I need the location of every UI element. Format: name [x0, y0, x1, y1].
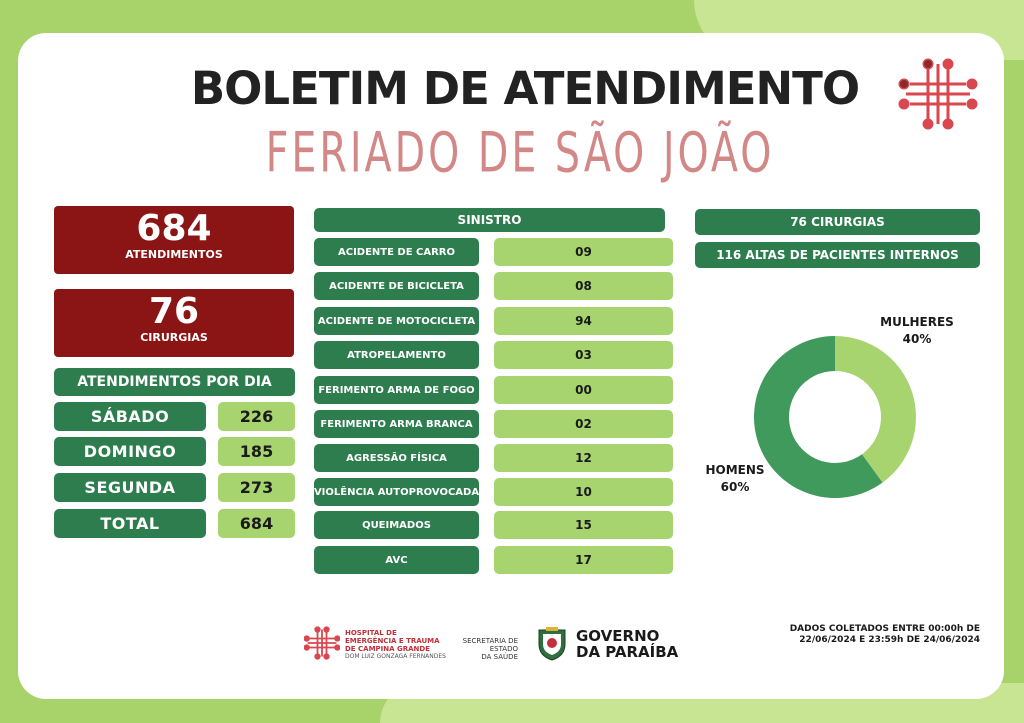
- donut-label-women: MULHERES 40%: [872, 314, 962, 348]
- atendimentos-number: 684: [136, 208, 212, 249]
- sinistro-title: SINISTRO: [314, 208, 665, 232]
- hospital-name: HOSPITAL DE EMERGÊNCIA E TRAUMA DE CAMPI…: [345, 629, 446, 661]
- data-collection-note: DADOS COLETADOS ENTRE 00:00h DE 22/06/20…: [770, 624, 980, 646]
- governo-line: DA PARAÍBA: [576, 643, 679, 661]
- sinistro-label: ACIDENTE DE CARRO: [314, 238, 479, 266]
- donut-segment-men: [754, 336, 883, 498]
- per-day-label: SEGUNDA: [54, 473, 206, 502]
- sinistro-label: ACIDENTE DE MOTOCICLETA: [314, 307, 479, 335]
- per-day-title: ATENDIMENTOS POR DIA: [54, 368, 295, 396]
- per-day-label: DOMINGO: [54, 437, 206, 466]
- secretaria-line: DA SAÚDE: [481, 653, 518, 661]
- cirurgias-total-card: 76 CIRURGIAS: [54, 289, 294, 357]
- paraiba-shield-icon: [538, 627, 566, 661]
- sinistro-value: 09: [494, 238, 673, 266]
- sinistro-label: FERIMENTO ARMA BRANCA: [314, 410, 479, 438]
- sinistro-label: VIOLÊNCIA AUTOPROVOCADA: [314, 478, 479, 506]
- page-title: BOLETIM DE ATENDIMENTO: [190, 62, 860, 115]
- hospital-cross-icon: [304, 626, 340, 660]
- sinistro-label: ATROPELAMENTO: [314, 341, 479, 369]
- per-day-total-value: 684: [218, 509, 295, 538]
- atendimentos-label: ATENDIMENTOS: [125, 248, 223, 261]
- hospital-line: HOSPITAL DE: [345, 629, 397, 637]
- per-day-label: SÁBADO: [54, 402, 206, 431]
- gender-donut-chart: [754, 336, 916, 498]
- page-subtitle: FERIADO DE SÃO JOÃO: [265, 121, 775, 186]
- per-day-total-label: TOTAL: [54, 509, 206, 538]
- sinistro-value: 03: [494, 341, 673, 369]
- donut-label-men: HOMENS 60%: [695, 462, 775, 496]
- donut-segment-women: [835, 336, 916, 483]
- sinistro-value: 10: [494, 478, 673, 506]
- sinistro-label: FERIMENTO ARMA DE FOGO: [314, 376, 479, 404]
- sinistro-label: QUEIMADOS: [314, 511, 479, 539]
- hospital-line: DOM LUIZ GONZAGA FERNANDES: [345, 653, 446, 660]
- men-label: HOMENS: [705, 463, 765, 477]
- sinistro-value: 15: [494, 511, 673, 539]
- women-percent: 40%: [902, 332, 932, 346]
- hospital-line: DE CAMPINA GRANDE: [345, 645, 431, 653]
- atendimentos-total-card: 684 ATENDIMENTOS: [54, 206, 294, 274]
- dados-line: 22/06/2024 E 23:59h DE 24/06/2024: [799, 635, 980, 645]
- men-percent: 60%: [720, 480, 750, 494]
- dados-line: DADOS COLETADOS ENTRE 00:00h DE: [789, 624, 980, 634]
- governo-line: GOVERNO: [576, 627, 660, 645]
- sinistro-value: 94: [494, 307, 673, 335]
- sinistro-label: AVC: [314, 546, 479, 574]
- hospital-cross-icon: [898, 58, 978, 130]
- sinistro-value: 02: [494, 410, 673, 438]
- sinistro-value: 08: [494, 272, 673, 300]
- sinistro-value: 00: [494, 376, 673, 404]
- sinistro-label: AGRESSÃO FÍSICA: [314, 444, 479, 472]
- governo-text: GOVERNO DA PARAÍBA: [576, 628, 678, 660]
- sinistro-label: ACIDENTE DE BICICLETA: [314, 272, 479, 300]
- sinistro-value: 12: [494, 444, 673, 472]
- per-day-value: 226: [218, 402, 295, 431]
- altas-badge: 116 ALTAS DE PACIENTES INTERNOS: [695, 242, 980, 268]
- hospital-line: EMERGÊNCIA E TRAUMA: [345, 637, 440, 645]
- per-day-value: 273: [218, 473, 295, 502]
- cirurgias-badge: 76 CIRURGIAS: [695, 209, 980, 235]
- sinistro-value: 17: [494, 546, 673, 574]
- women-label: MULHERES: [880, 315, 954, 329]
- cirurgias-number: 76: [148, 291, 200, 332]
- cirurgias-label: CIRURGIAS: [140, 331, 208, 344]
- secretaria-text: SECRETARIA DE ESTADO DA SAÚDE: [452, 637, 518, 661]
- per-day-value: 185: [218, 437, 295, 466]
- secretaria-line: SECRETARIA DE ESTADO: [462, 637, 518, 653]
